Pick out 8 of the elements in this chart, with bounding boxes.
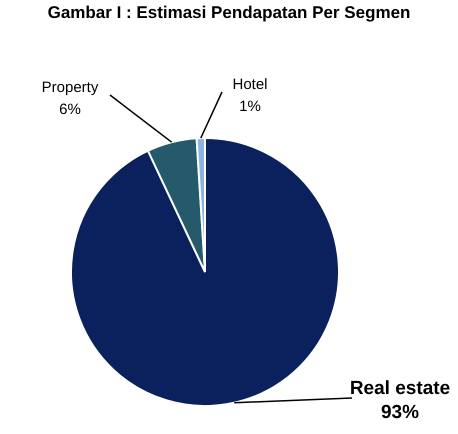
slice-label: Property [42, 79, 99, 96]
data-label: 1% [239, 98, 261, 115]
slice-label: Real estate [350, 378, 450, 399]
data-label: 93% [380, 402, 420, 423]
slice-label: Hotel [232, 76, 268, 93]
data-label: 6% [59, 101, 81, 118]
chart-title: Gambar I : Estimasi Pendapatan Per Segmen [48, 3, 410, 22]
pie-slice [70, 137, 340, 407]
